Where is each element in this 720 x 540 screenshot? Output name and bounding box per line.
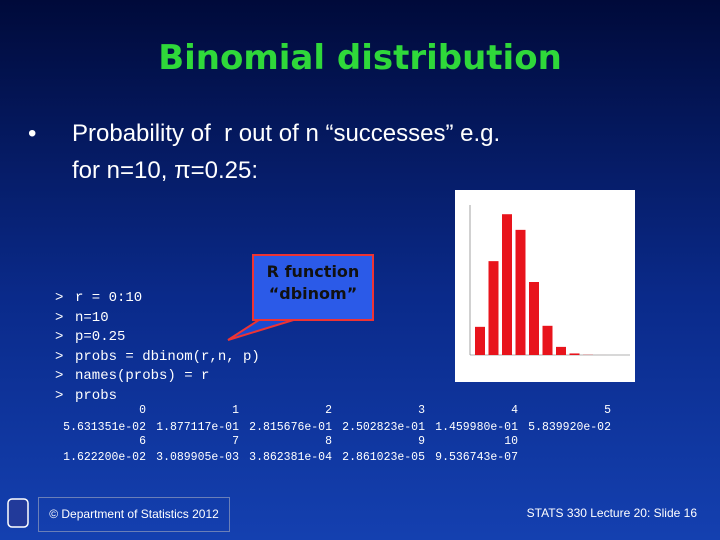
code-line: probs bbox=[75, 388, 118, 404]
output-name: 10 bbox=[504, 435, 518, 448]
code-prompt: > bbox=[55, 388, 64, 404]
code-line: r = 0:10 bbox=[75, 290, 143, 306]
callout-pointer bbox=[227, 317, 301, 341]
code-line: names(probs) = r bbox=[75, 368, 210, 385]
bullet-text: for n=10, π=0.25: bbox=[72, 157, 259, 184]
output-value: 3.862381e-04 bbox=[249, 451, 332, 464]
bar bbox=[515, 229, 526, 355]
bar bbox=[529, 282, 539, 355]
output-name: 7 bbox=[232, 435, 239, 448]
output-value: 9.536743e-07 bbox=[435, 451, 518, 464]
output-name: 9 bbox=[418, 435, 425, 448]
output-value: 5.839920e-02 bbox=[528, 421, 611, 434]
output-value: 1.877117e-01 bbox=[156, 421, 239, 434]
output-value: 2.861023e-05 bbox=[342, 451, 425, 464]
code-prompt: > bbox=[55, 348, 64, 365]
bar bbox=[542, 325, 553, 355]
bar bbox=[569, 353, 580, 355]
callout-box bbox=[252, 254, 374, 321]
code-line: n=10 bbox=[75, 309, 109, 326]
output-value: 2.502823e-01 bbox=[342, 421, 425, 434]
output-value: 1.459980e-01 bbox=[435, 421, 518, 434]
output-name: 5 bbox=[604, 404, 611, 417]
output-value: 2.815676e-01 bbox=[249, 421, 332, 434]
output-name: 4 bbox=[511, 404, 518, 417]
bar bbox=[556, 346, 566, 355]
output-name: 1 bbox=[232, 404, 239, 417]
output-value: 5.631351e-02 bbox=[63, 421, 146, 434]
code-prompt: > bbox=[55, 368, 64, 385]
code-prompt: > bbox=[55, 290, 64, 306]
output-name: 6 bbox=[139, 435, 146, 448]
code-line: probs = dbinom(r,n, p) bbox=[75, 348, 260, 365]
footer-right: STATS 330 Lecture 20: Slide 16 bbox=[526, 506, 697, 520]
output-value: 3.089905e-03 bbox=[156, 451, 239, 464]
output-value: 1.622200e-02 bbox=[63, 451, 146, 464]
callout-line: “dbinom” bbox=[268, 284, 358, 303]
slide-title: Binomial distribution bbox=[158, 38, 562, 78]
bar bbox=[488, 261, 499, 355]
code-prompt: > bbox=[55, 309, 64, 326]
output-name: 0 bbox=[139, 404, 146, 417]
output-name: 8 bbox=[325, 435, 332, 448]
code-prompt: > bbox=[55, 329, 64, 346]
callout-text: R function “dbinom” bbox=[253, 261, 373, 305]
output-name: 2 bbox=[325, 404, 332, 417]
callout-line: R function bbox=[266, 262, 360, 281]
code-line: p=0.25 bbox=[75, 329, 126, 346]
bullet-dot: • bbox=[28, 120, 37, 147]
bar bbox=[475, 326, 485, 355]
footer-left: © Department of Statistics 2012 bbox=[38, 497, 230, 532]
bar bbox=[502, 214, 512, 355]
crest bbox=[7, 498, 29, 528]
output-name: 3 bbox=[418, 404, 425, 417]
bullet-text: Probability of r out of n “successes” e.… bbox=[72, 120, 501, 147]
